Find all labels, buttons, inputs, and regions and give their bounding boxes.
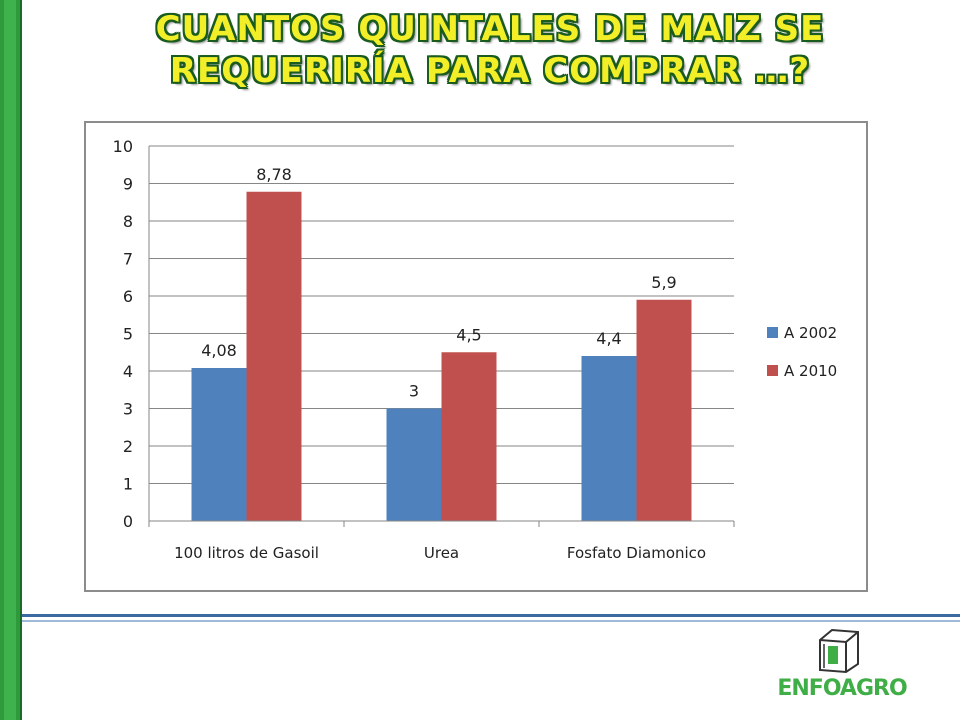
footer-divider — [22, 614, 960, 617]
bar — [191, 368, 247, 521]
data-label: 3 — [409, 382, 419, 401]
x-category-label: 100 litros de Gasoil — [174, 544, 319, 562]
y-tick-label: 7 — [123, 250, 133, 269]
x-category-label: Fosfato Diamonico — [567, 544, 706, 562]
legend-swatch — [767, 327, 778, 338]
y-tick-label: 9 — [123, 175, 133, 194]
data-label: 4,5 — [456, 325, 481, 344]
y-tick-label: 2 — [123, 437, 133, 456]
bar — [441, 352, 497, 521]
y-tick-label: 5 — [123, 325, 133, 344]
y-tick-label: 3 — [123, 400, 133, 419]
y-tick-label: 0 — [123, 512, 133, 531]
footer-divider-light — [22, 620, 960, 622]
chart-frame: 0 1 2 3 4 5 6 7 8 9 10 4,08 8,78 100 litros de Gasoil… — [84, 121, 868, 592]
left-side-bar-highlight — [4, 0, 16, 720]
y-tick-label: 10 — [113, 137, 133, 156]
data-label: 5,9 — [651, 273, 676, 292]
data-label: 4,08 — [201, 341, 237, 360]
bar — [386, 408, 442, 521]
box-icon — [819, 628, 859, 674]
legend-label: A 2010 — [784, 362, 837, 380]
y-tick-label: 4 — [123, 362, 133, 381]
legend-label: A 2002 — [784, 324, 837, 342]
left-side-bar — [0, 0, 22, 720]
y-tick-label: 1 — [123, 475, 133, 494]
legend-swatch — [767, 365, 778, 376]
bar — [636, 299, 692, 521]
bar — [246, 191, 302, 521]
slide-title: CUANTOS QUINTALES DE MAIZ SE REQUERIRÍA … — [155, 9, 825, 91]
y-tick-label: 8 — [123, 212, 133, 231]
y-tick-label: 6 — [123, 287, 133, 306]
data-label: 4,4 — [596, 329, 621, 348]
x-category-label: Urea — [424, 544, 459, 562]
data-label: 8,78 — [256, 165, 292, 184]
brand-logo-text: ENFOAGRO — [777, 676, 907, 701]
bar-chart: 0 1 2 3 4 5 6 7 8 9 10 4,08 8,78 100 litros de Gasoil… — [113, 137, 838, 562]
bar — [581, 356, 637, 521]
